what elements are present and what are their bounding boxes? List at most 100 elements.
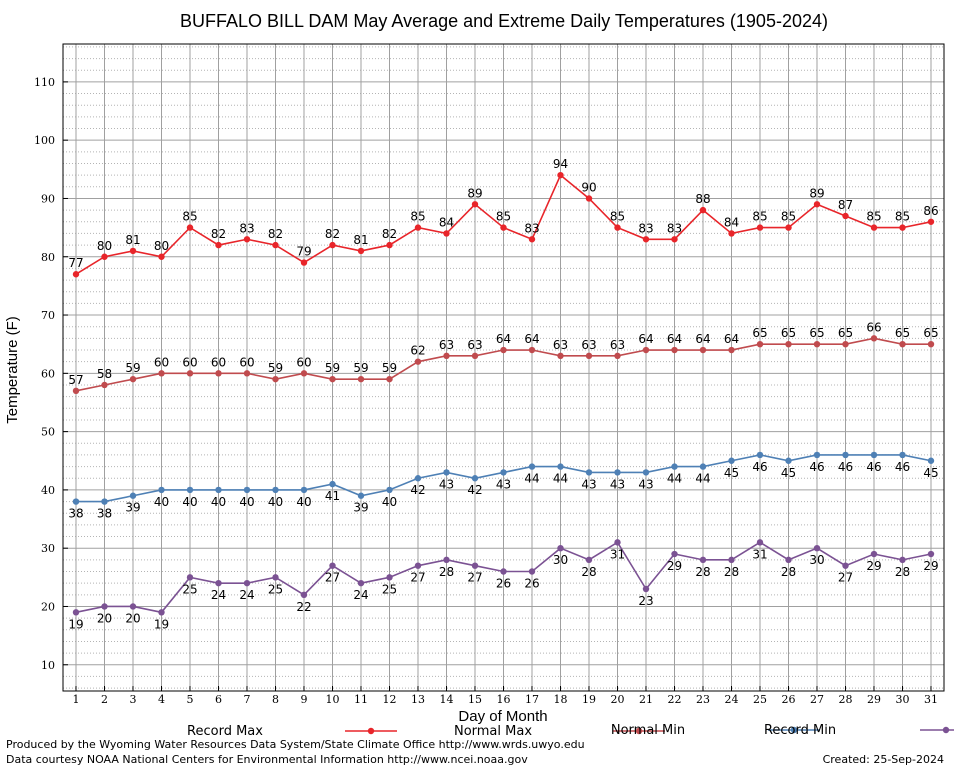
record-max-data-label: 82 [268,227,283,241]
record-max-point [300,259,308,266]
legend-label-record-min: Record Min [764,723,836,738]
y-tick-label: 50 [41,426,55,439]
normal-min-data-label: 43 [496,477,511,491]
normal-min-data-label: 39 [125,501,140,515]
x-tick-label: 3 [130,693,137,706]
record-max-point [671,236,678,243]
normal-max-point [642,346,650,354]
record-max-point [471,201,479,208]
record-min-point [500,568,507,575]
normal-min-point [243,486,251,494]
normal-min-data-label: 42 [410,483,425,497]
record-min-point [842,562,849,569]
record-min-point [357,579,365,587]
normal-max-point [614,352,621,360]
record-max-data-label: 79 [296,245,311,259]
record-min-point [414,562,422,569]
normal-max-point [585,352,593,360]
normal-max-point [471,352,479,360]
y-tick-label: 100 [34,134,55,147]
x-tick-label: 4 [158,693,165,706]
normal-min-data-label: 46 [752,460,767,474]
normal-min-point [329,480,336,488]
normal-min-data-label: 46 [895,460,910,474]
y-tick-label: 20 [41,600,55,613]
y-tick-label: 80 [41,251,55,264]
normal-max-point [813,340,821,348]
record-max-data-label: 85 [866,210,881,224]
normal-max-point [243,370,251,377]
x-tick-label: 10 [326,693,340,706]
record-max-point [756,224,764,231]
record-min-data-label: 19 [154,617,169,631]
record-max-data-label: 94 [553,157,568,171]
normal-max-data-label: 57 [68,373,83,387]
normal-max-point [186,370,194,377]
legend-swatch-marker [367,727,375,735]
normal-min-data-label: 40 [296,495,311,509]
normal-min-data-label: 38 [68,507,83,521]
x-tick-label: 28 [839,693,853,706]
normal-max-data-label: 66 [866,320,881,334]
series-normal-max: 57 58 59 60 60 60 60 59 60 59 59 59 62 63 63 64 64 63 63 63… [68,320,939,395]
record-max-data-label: 86 [923,204,938,218]
normal-min-data-label: 45 [923,466,938,480]
normal-min-point [72,498,80,505]
x-tick-label: 14 [440,693,454,706]
record-max-data-label: 83 [638,221,653,235]
normal-max-data-label: 60 [182,355,197,369]
record-min-data-label: 25 [382,582,397,596]
x-tick-label: 27 [810,693,824,706]
record-min-point [300,591,308,599]
normal-max-data-label: 64 [695,332,710,346]
normal-min-point [557,463,564,470]
normal-max-point [414,358,422,365]
y-tick-label: 10 [41,659,55,672]
record-min-data-label: 20 [97,611,112,625]
record-max-point [699,206,707,214]
y-tick-label: 60 [41,367,55,380]
normal-max-data-label: 60 [211,355,226,369]
record-min-point [158,609,165,616]
x-tick-label: 12 [383,693,397,706]
series-record-min: 19 20 20 19 25 24 24 25 22 27 24 25 27 28 27 26 26 30 28 31… [68,539,939,631]
normal-max-point [300,370,308,377]
normal-min-point [129,492,137,499]
x-tick-label: 31 [924,693,938,706]
normal-min-point [215,486,222,494]
record-min-data-label: 26 [496,577,511,591]
record-min-point [614,539,621,546]
normal-min-data-label: 40 [211,495,226,509]
normal-min-point [699,463,707,470]
record-max-point [500,224,507,231]
normal-max-data-label: 63 [553,338,568,352]
x-tick-label: 21 [639,693,653,706]
record-max-point [842,212,849,220]
y-axis-label: Temperature (F) [4,316,21,424]
x-tick-label: 30 [896,693,910,706]
chart-title: BUFFALO BILL DAM May Average and Extreme… [180,11,828,31]
normal-max-point [272,375,279,383]
y-tick-label: 70 [41,309,55,322]
record-min-point [756,539,764,546]
record-min-data-label: 28 [724,565,739,579]
record-min-point [129,603,137,610]
record-max-point [158,253,165,260]
x-tick-label: 8 [272,693,279,706]
record-min-data-label: 25 [268,582,283,596]
record-max-data-label: 83 [667,221,682,235]
record-min-data-label: 29 [923,559,938,573]
record-min-data-label: 20 [125,611,140,625]
record-max-data-label: 80 [154,239,169,253]
record-max-point [642,236,650,243]
x-tick-label: 11 [354,693,368,706]
record-max-data-label: 85 [182,210,197,224]
record-min-point [728,556,735,564]
record-max-data-label: 85 [410,210,425,224]
x-tick-label: 24 [725,693,739,706]
record-max-data-label: 84 [439,215,454,229]
normal-min-point [899,451,906,459]
normal-min-data-label: 39 [353,501,368,515]
